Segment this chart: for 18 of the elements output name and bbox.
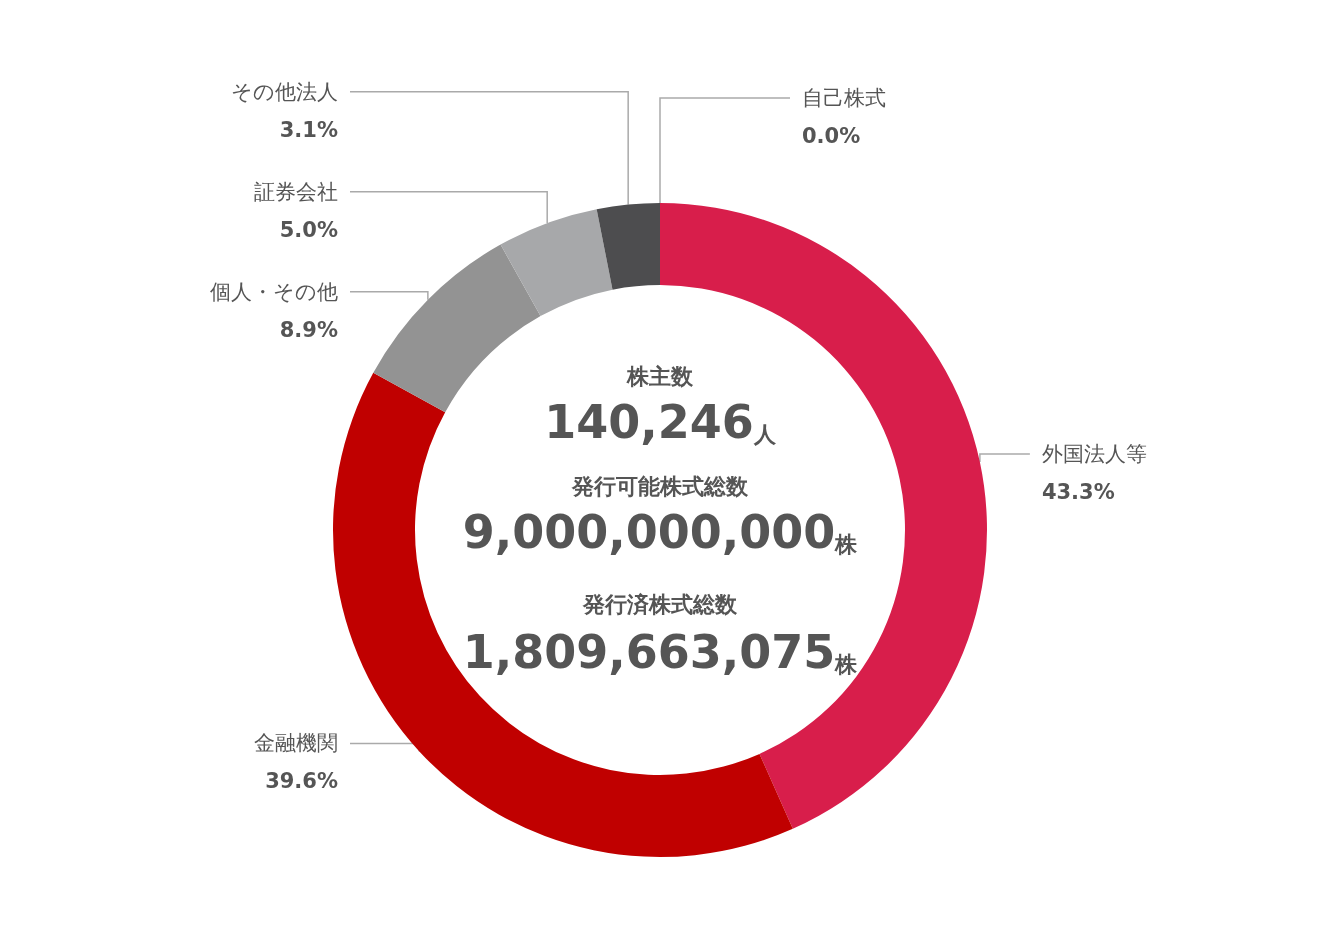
slice-label: 金融機関 (254, 731, 338, 756)
data-label: 5.0% (279, 217, 338, 242)
category-label: 自己株式 (802, 86, 886, 110)
text: 株主数 (626, 363, 694, 389)
data-label: 8.9% (279, 317, 338, 342)
data-label: 39.6% (265, 769, 338, 794)
text: 発行可能株式総数 (571, 473, 749, 499)
slice-label: 外国法人等 (1041, 442, 1147, 467)
text: 9,000,000,000株 (462, 505, 859, 559)
data-label: 3.1% (279, 117, 338, 142)
data-label: 43.3% (1041, 480, 1115, 505)
text: 0.0% (802, 124, 861, 148)
slice-label: その他法人 (231, 79, 338, 104)
slice-label: 証券会社 (254, 179, 338, 204)
text: 発行済株式総数 (582, 591, 738, 617)
text: 140,246人 (544, 395, 777, 449)
slice-label: 個人・その他 (210, 279, 338, 304)
text: 1,809,663,075株 (462, 625, 859, 679)
